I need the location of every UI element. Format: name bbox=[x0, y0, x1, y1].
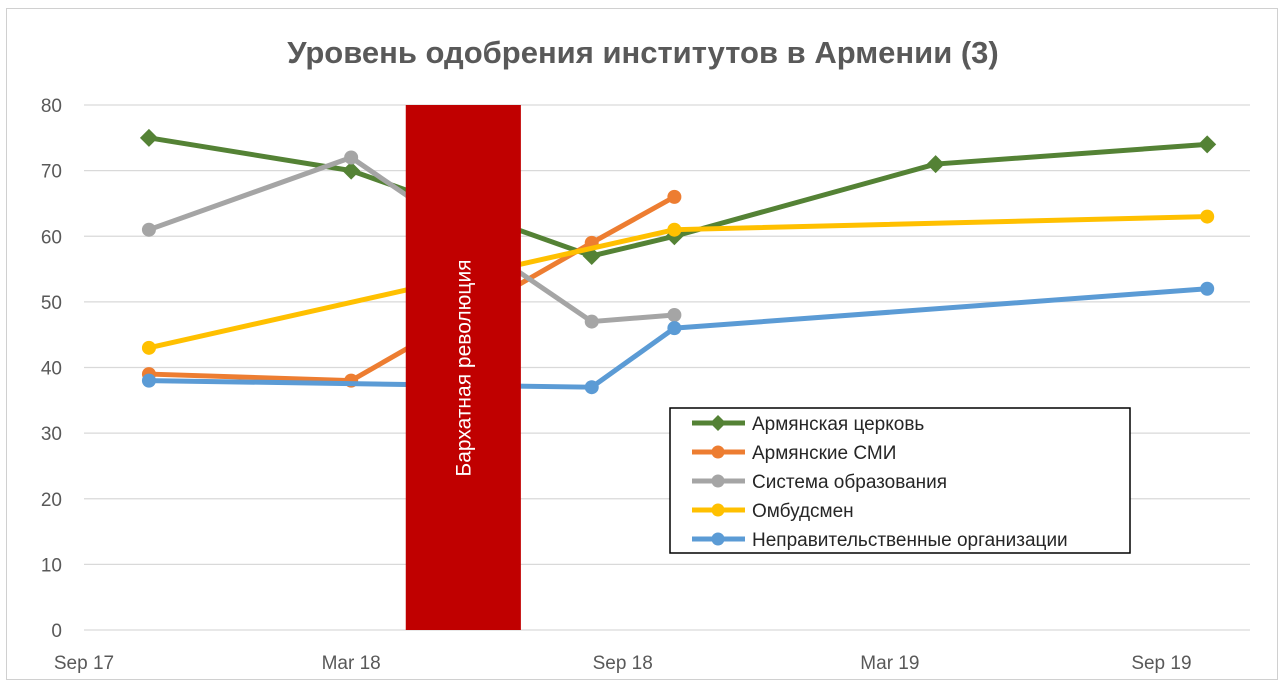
data-point bbox=[584, 380, 599, 395]
y-tick-label: 40 bbox=[41, 359, 62, 380]
y-tick-label: 70 bbox=[41, 162, 62, 183]
y-tick-label: 50 bbox=[41, 293, 62, 314]
series bbox=[141, 209, 1215, 355]
legend-item: Неправительственные организации bbox=[692, 530, 1068, 551]
legend-marker bbox=[711, 532, 725, 546]
data-point bbox=[139, 128, 158, 147]
legend-item: Армянская церковь bbox=[692, 414, 924, 435]
legend: Армянская церковь Армянские СМИ Система об… bbox=[669, 407, 1131, 554]
annotation-layer: Бархатная революция bbox=[405, 105, 521, 630]
legend-item: Система образования bbox=[692, 472, 947, 493]
legend-marker bbox=[710, 415, 726, 431]
chart-frame bbox=[6, 8, 1278, 680]
data-point bbox=[141, 222, 156, 237]
x-tick-label: Sep 17 bbox=[54, 653, 114, 674]
data-point bbox=[141, 373, 156, 388]
legend-marker bbox=[711, 503, 725, 517]
legend-label: Армянские СМИ bbox=[752, 443, 896, 464]
data-point bbox=[667, 189, 682, 204]
revolution-band bbox=[405, 105, 521, 630]
legend-item: Омбудсмен bbox=[692, 501, 854, 522]
data-point bbox=[1200, 281, 1215, 296]
data-point bbox=[584, 314, 599, 329]
data-point bbox=[667, 308, 682, 322]
series-line bbox=[146, 135, 1210, 259]
data-point bbox=[667, 222, 682, 237]
legend-box bbox=[669, 407, 1131, 554]
data-point bbox=[926, 155, 945, 174]
x-tick-label: Mar 19 bbox=[860, 653, 919, 674]
data-point bbox=[344, 150, 359, 165]
legend-label: Система образования bbox=[752, 472, 947, 493]
revolution-label: Бархатная революция bbox=[452, 259, 475, 476]
data-point bbox=[342, 161, 361, 180]
y-tick-label: 60 bbox=[41, 227, 62, 248]
data-point bbox=[141, 340, 156, 355]
x-axis: Sep 17 Mar 18 Sep 18 Mar 19 Sep 19 bbox=[54, 653, 1192, 674]
legend-label: Неправительственные организации bbox=[752, 530, 1068, 551]
y-tick-label: 20 bbox=[41, 490, 62, 511]
series-line bbox=[146, 286, 1210, 390]
y-tick-label: 0 bbox=[51, 621, 62, 642]
x-tick-label: Sep 19 bbox=[1131, 653, 1191, 674]
data-point bbox=[1200, 209, 1215, 224]
x-tick-label: Sep 18 bbox=[593, 653, 653, 674]
data-point bbox=[667, 321, 682, 336]
y-tick-label: 30 bbox=[41, 424, 62, 445]
data-point bbox=[1198, 135, 1217, 154]
y-tick-label: 10 bbox=[41, 555, 62, 576]
chart-title: Уровень одобрения институтов в Армении (… bbox=[287, 35, 999, 70]
legend-label: Армянская церковь bbox=[752, 414, 924, 435]
legend-label: Омбудсмен bbox=[752, 501, 854, 522]
legend-marker bbox=[711, 445, 725, 459]
legend-marker bbox=[711, 474, 725, 488]
series bbox=[141, 281, 1215, 395]
x-tick-label: Mar 18 bbox=[322, 653, 381, 674]
y-tick-label: 80 bbox=[41, 96, 62, 117]
legend-item: Армянские СМИ bbox=[692, 443, 896, 464]
series-layer bbox=[139, 128, 1217, 395]
y-axis: 0 10 20 30 40 50 60 70 80 bbox=[41, 96, 62, 642]
